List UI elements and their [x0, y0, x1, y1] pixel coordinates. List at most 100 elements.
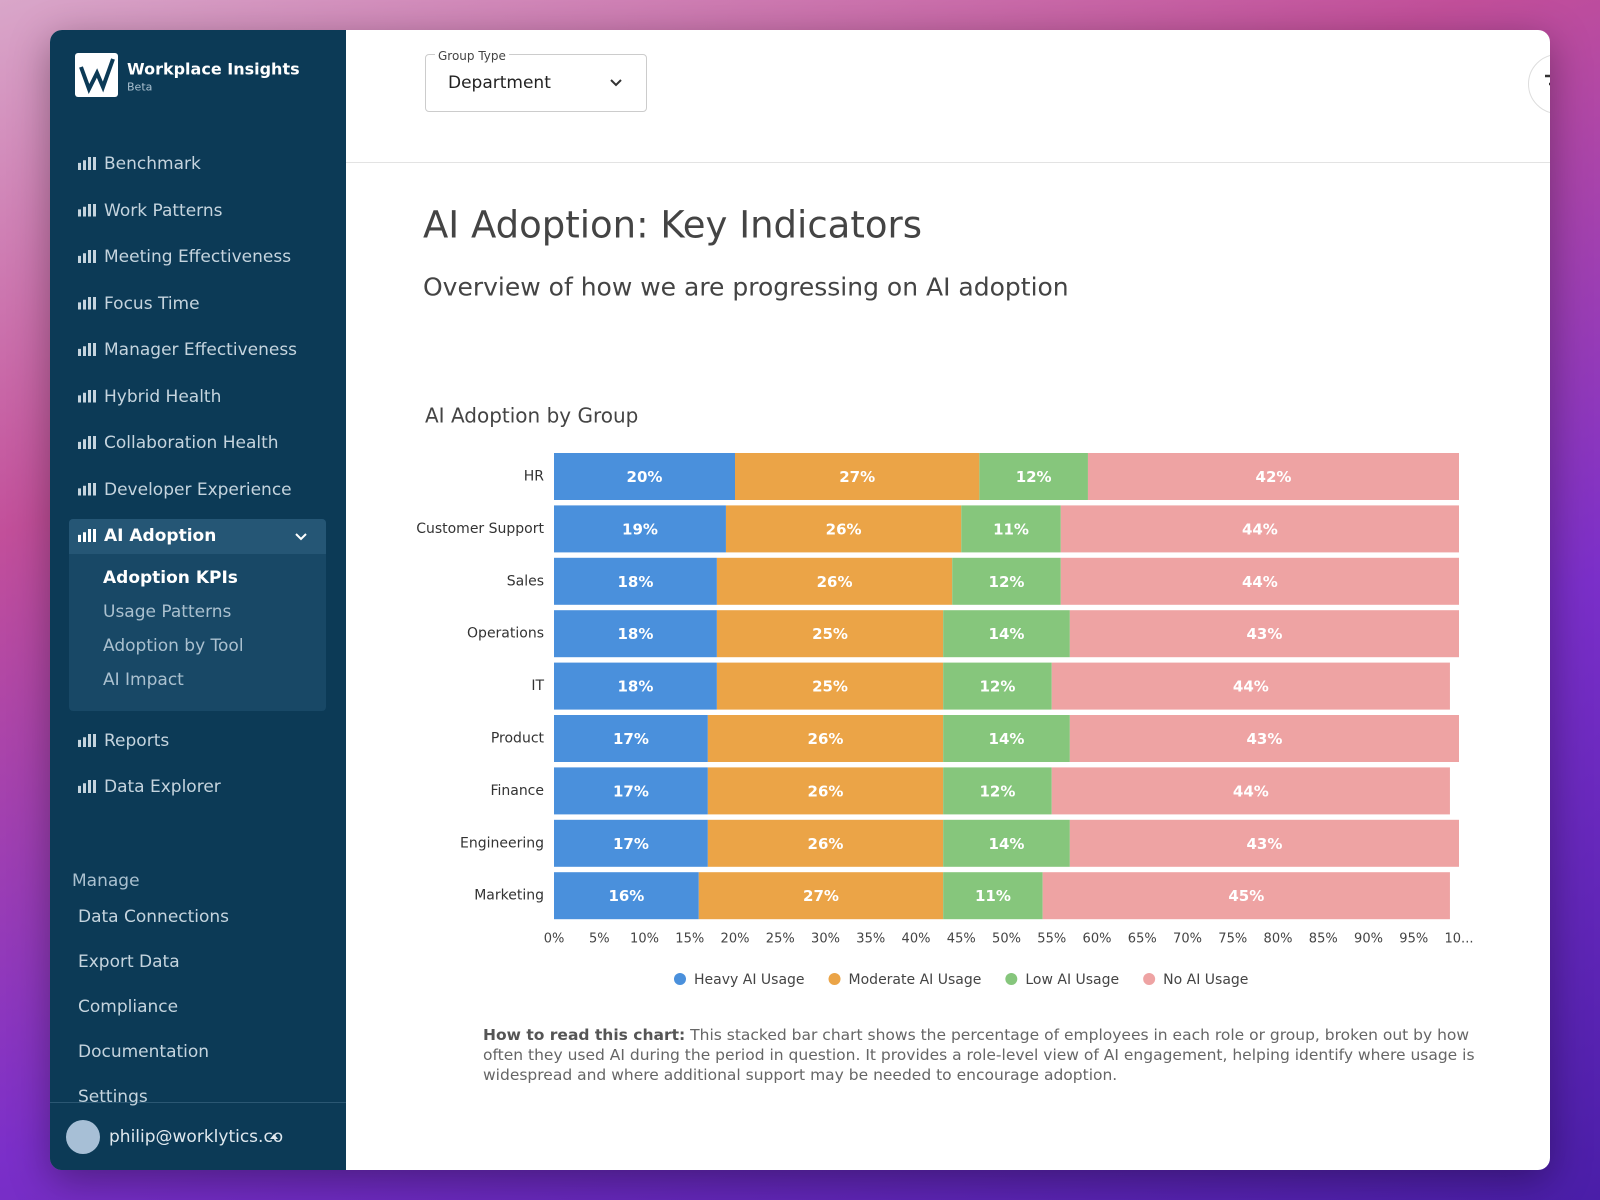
nav-item[interactable]: Collaboration Health: [78, 433, 279, 453]
user-bar[interactable]: philip@worklytics.co: [50, 1102, 346, 1170]
group-type-select[interactable]: Department: [425, 54, 647, 112]
nav-item[interactable]: Benchmark: [78, 154, 201, 174]
nav-item[interactable]: Reports: [78, 731, 169, 751]
manage-item[interactable]: Documentation: [78, 1042, 209, 1062]
legend-swatch: [1005, 973, 1018, 985]
bar-segment[interactable]: [943, 715, 1070, 762]
sub-nav-item[interactable]: Usage Patterns: [103, 602, 231, 622]
nav-label: Work Patterns: [104, 200, 223, 221]
bar-segment[interactable]: [554, 505, 726, 553]
filter-icon: [1545, 74, 1550, 86]
nav-item[interactable]: Meeting Effectiveness: [78, 247, 291, 267]
nav-label: Meeting Effectiveness: [104, 247, 292, 267]
nav-label: AI Impact: [103, 670, 184, 690]
bar-segment[interactable]: [716, 662, 944, 710]
data-label: 26%: [808, 835, 844, 853]
bar-segment[interactable]: [707, 819, 944, 867]
sub-nav-item[interactable]: Adoption KPIs: [103, 568, 238, 588]
bar-segment[interactable]: [1042, 872, 1450, 920]
y-tick-label: IT: [531, 678, 544, 694]
nav-item[interactable]: Developer Experience: [78, 480, 292, 500]
bar-segment[interactable]: [1069, 715, 1459, 762]
bar-segment[interactable]: [554, 819, 708, 867]
data-label: 43%: [1246, 835, 1282, 853]
page-subtitle: Overview of how we are progressing on AI…: [423, 272, 1069, 302]
x-tick-label: 50%: [992, 932, 1021, 947]
bar-segment[interactable]: [554, 767, 708, 815]
chart: AI Adoption by Group HR 20% 27% 12% 42% Custo…: [416, 404, 1474, 989]
nav-item[interactable]: Work Patterns: [78, 201, 222, 221]
manage-item[interactable]: Settings: [78, 1087, 148, 1107]
manage-item[interactable]: Compliance: [78, 997, 178, 1017]
bar-segment[interactable]: [707, 715, 944, 762]
bar-segment[interactable]: [716, 610, 944, 658]
bar-segment[interactable]: [554, 662, 717, 710]
bar-segment[interactable]: [952, 557, 1061, 605]
nav-item[interactable]: Focus Time: [78, 294, 200, 314]
manage-item[interactable]: Data Connections: [78, 907, 229, 927]
bar-segment[interactable]: [554, 610, 717, 658]
select-label: Group Type: [435, 49, 509, 63]
note-text: This stacked bar chart shows the percent…: [483, 1026, 1475, 1084]
bar-segment[interactable]: [725, 505, 962, 553]
badge: Beta: [127, 80, 153, 94]
x-tick-label: 15%: [675, 932, 704, 947]
bar-segment[interactable]: [943, 819, 1070, 867]
bar-segment[interactable]: [979, 453, 1088, 500]
data-label: 44%: [1242, 573, 1278, 591]
app-window: Workplace Insights Beta philip@worklytic…: [50, 30, 1550, 1170]
bar-segment[interactable]: [943, 872, 1043, 920]
nav-icon: [78, 250, 96, 263]
x-tick-label: 80%: [1264, 932, 1293, 947]
nav-icon: [78, 780, 96, 793]
x-tick-label: 10...: [1445, 932, 1474, 947]
nav-icon: [78, 389, 96, 403]
nav-label: Focus Time: [104, 293, 200, 314]
sub-nav-item[interactable]: AI Impact: [103, 670, 184, 690]
bar-segment[interactable]: [961, 505, 1061, 553]
nav-label: Reports: [104, 731, 170, 751]
nav-label: Manager Effectiveness: [104, 340, 298, 360]
bar-segment[interactable]: [1069, 819, 1459, 867]
data-label: 43%: [1246, 730, 1282, 748]
bar-segment[interactable]: [554, 872, 699, 920]
bar-segment[interactable]: [1087, 453, 1468, 500]
bar-segment[interactable]: [554, 557, 717, 605]
bar-segment[interactable]: [735, 453, 980, 500]
nav-icon: [78, 203, 96, 217]
data-label: 16%: [608, 887, 644, 905]
y-tick-label: Finance: [490, 783, 544, 799]
bar-segment[interactable]: [1069, 610, 1459, 658]
nav-label: Manage: [72, 871, 140, 891]
bar-segment[interactable]: [1060, 505, 1459, 553]
data-label: 17%: [613, 782, 649, 800]
bar-segment[interactable]: [1060, 557, 1459, 605]
bar-segment[interactable]: [943, 662, 1052, 710]
bar-segment[interactable]: [554, 715, 708, 762]
sidebar: Workplace Insights Beta philip@worklytic…: [50, 30, 346, 1170]
bar-segment[interactable]: [943, 610, 1070, 658]
data-label: 12%: [979, 782, 1015, 800]
caret: [270, 1134, 278, 1139]
filter-button[interactable]: [1528, 54, 1550, 114]
bar-segment[interactable]: [707, 767, 944, 815]
nav-item[interactable]: Data Explorer: [78, 777, 221, 797]
nav-item[interactable]: Manager Effectiveness: [78, 340, 297, 360]
y-tick-label: Customer Support: [416, 521, 544, 537]
bar-segment[interactable]: [1051, 767, 1450, 815]
bar-segment[interactable]: [698, 872, 944, 920]
sub-nav-item[interactable]: Adoption by Tool: [103, 636, 244, 656]
bar-segment[interactable]: [716, 557, 953, 605]
nav-icon: [78, 157, 96, 170]
nav-item[interactable]: AI Adoption: [78, 526, 216, 546]
bar-segment[interactable]: [943, 767, 1052, 815]
data-label: 12%: [989, 573, 1025, 591]
nav-label: Benchmark: [104, 154, 201, 174]
nav-label: Usage Patterns: [103, 602, 232, 622]
nav-item[interactable]: Hybrid Health: [78, 387, 221, 407]
bar-segment[interactable]: [554, 453, 735, 500]
manage-item[interactable]: Export Data: [78, 952, 180, 972]
bar-segment[interactable]: [1051, 662, 1450, 710]
legend-swatch: [1143, 973, 1156, 985]
nav-icon: [78, 436, 96, 449]
